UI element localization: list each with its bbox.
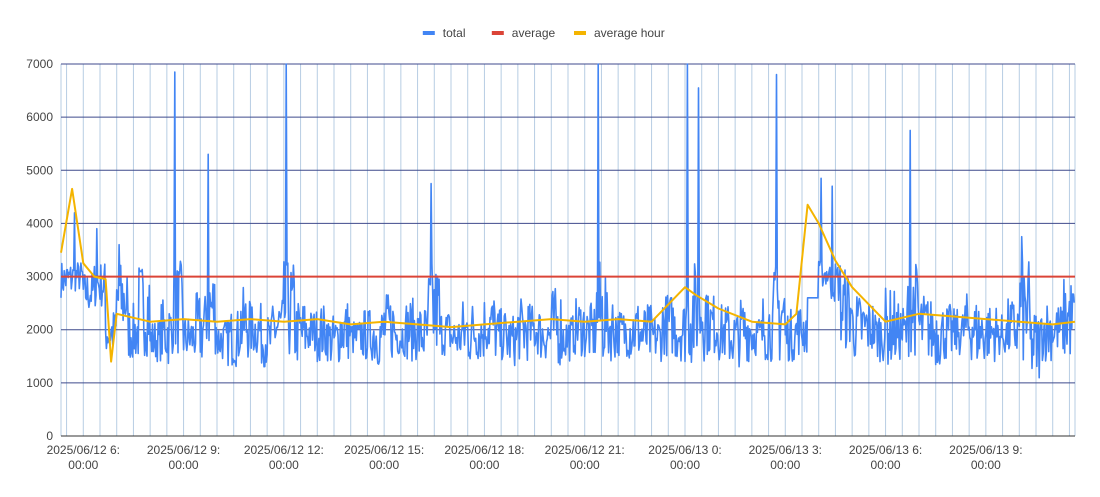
- x-tick-label: 00:00: [269, 458, 299, 472]
- y-tick-label: 2000: [26, 323, 53, 337]
- x-tick-label: 2025/06/12 21:: [545, 443, 625, 457]
- x-tick-label: 00:00: [570, 458, 600, 472]
- x-tick-label: 2025/06/13 9:: [949, 443, 1022, 457]
- x-tick-label: 2025/06/12 18:: [444, 443, 524, 457]
- x-tick-label: 00:00: [469, 458, 499, 472]
- x-tick-label: 00:00: [369, 458, 399, 472]
- x-tick-label: 00:00: [971, 458, 1001, 472]
- series-total-line: [60, 63, 1075, 379]
- x-tick-label: 00:00: [871, 458, 901, 472]
- x-tick-label: 2025/06/12 9:: [147, 443, 220, 457]
- y-tick-label: 5000: [26, 163, 53, 177]
- x-tick-label: 2025/06/13 0:: [648, 443, 721, 457]
- y-tick-label: 0: [46, 429, 53, 443]
- x-tick-label: 2025/06/12 15:: [344, 443, 424, 457]
- series-average-hour-line: [60, 187, 1076, 363]
- legend-label: average: [512, 26, 556, 40]
- chart-legend: total average average hour: [422, 26, 665, 40]
- chart-series: [60, 63, 1076, 379]
- x-tick-label: 00:00: [670, 458, 700, 472]
- legend-label: total: [443, 26, 466, 40]
- x-tick-label: 00:00: [770, 458, 800, 472]
- y-tick-label: 6000: [26, 110, 53, 124]
- y-tick-label: 4000: [26, 216, 53, 230]
- chart-grid: [60, 63, 1076, 437]
- y-tick-label: 7000: [26, 57, 53, 71]
- x-tick-label: 2025/06/12 6:: [47, 443, 120, 457]
- y-axis-ticks: 0 1000 2000 3000 4000 5000 6000 7000: [26, 57, 53, 443]
- x-tick-label: 2025/06/13 6:: [849, 443, 922, 457]
- y-tick-label: 1000: [26, 376, 53, 390]
- x-tick-label: 00:00: [68, 458, 98, 472]
- y-tick-label: 3000: [26, 270, 53, 284]
- legend-label: average hour: [594, 26, 665, 40]
- x-tick-label: 00:00: [169, 458, 199, 472]
- x-tick-label: 2025/06/12 12:: [244, 443, 324, 457]
- x-tick-label: 2025/06/13 3:: [749, 443, 822, 457]
